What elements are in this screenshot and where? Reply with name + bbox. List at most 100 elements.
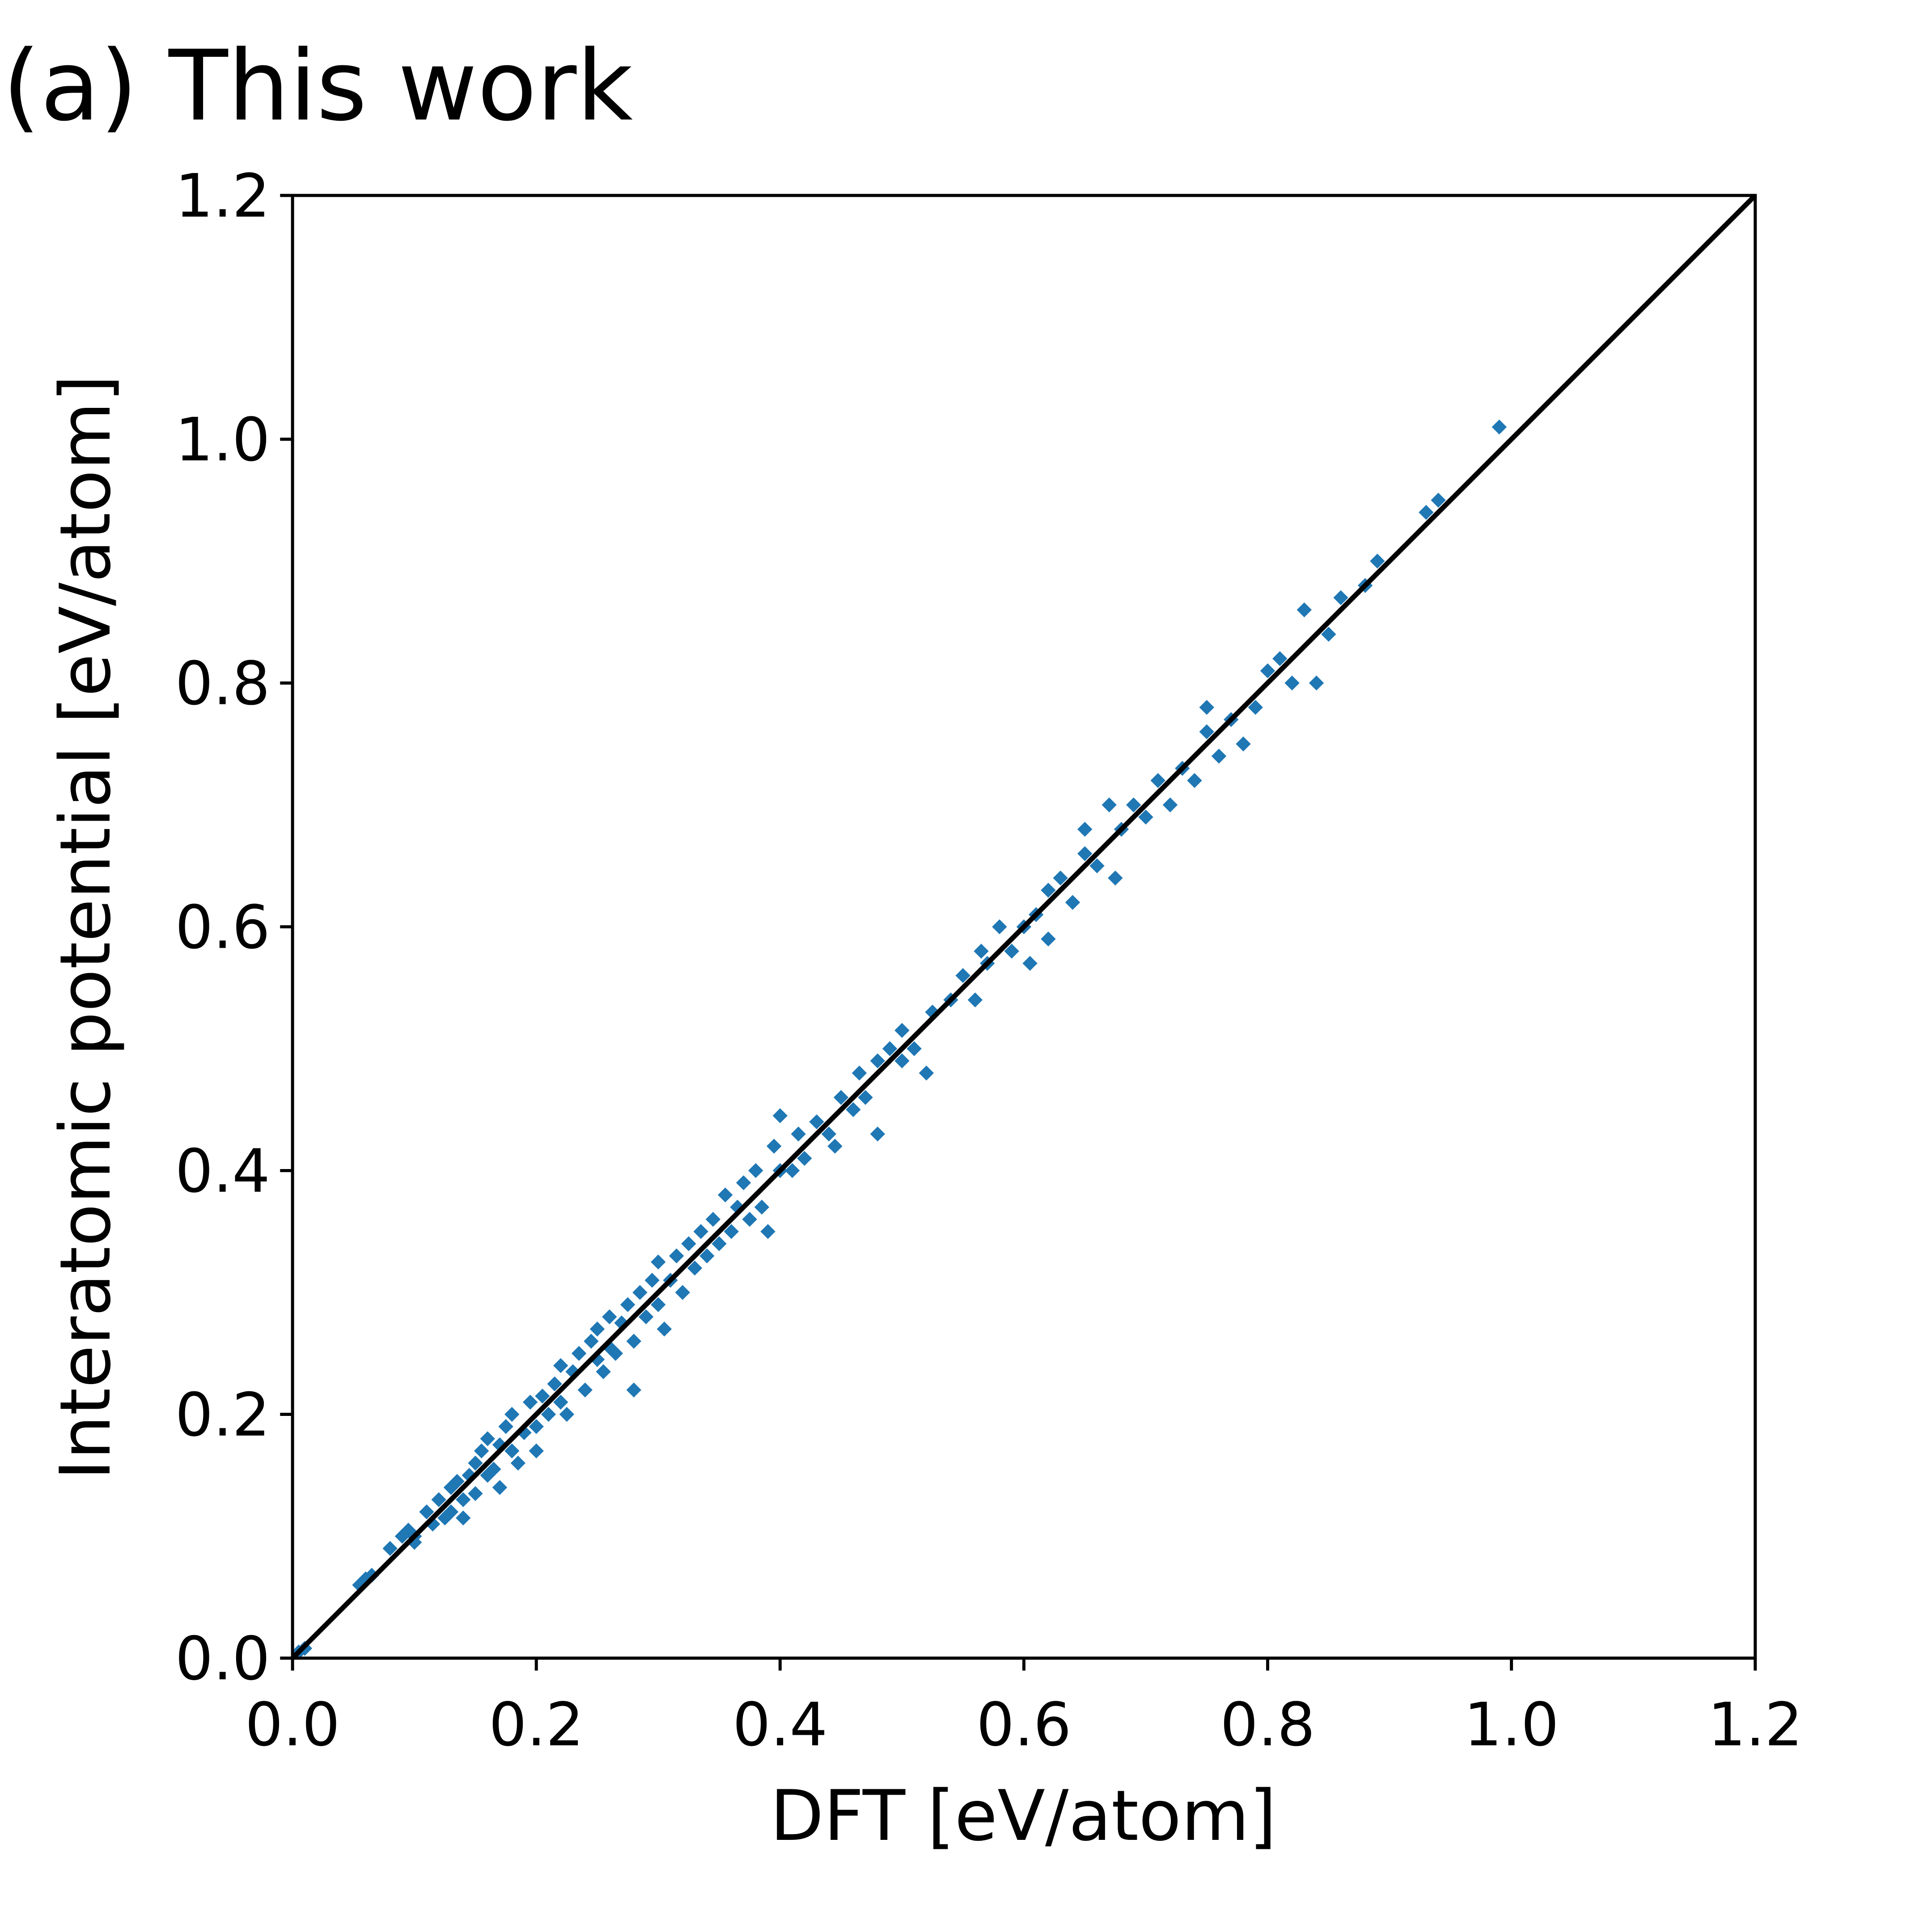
scatter-point [1260, 663, 1275, 678]
y-tick-label: 1.2 [175, 161, 270, 231]
scatter-point [760, 1224, 775, 1239]
scatter-point [1126, 797, 1141, 813]
scatter-point [1284, 675, 1300, 691]
scatter-point [681, 1236, 696, 1251]
scatter-point [992, 919, 1007, 935]
scatter-point [736, 1175, 751, 1191]
y-tick-label: 0.4 [175, 1136, 270, 1206]
scatter-point [449, 1474, 465, 1489]
scatter-point [510, 1455, 526, 1471]
scatter-point [1077, 822, 1093, 837]
scatter-point [882, 1041, 898, 1056]
scatter-point [1022, 956, 1038, 971]
scatter-point [474, 1443, 489, 1458]
scatter-point [925, 1004, 940, 1020]
x-tick-label: 0.4 [733, 1690, 827, 1759]
scatter-point [571, 1346, 587, 1361]
scatter-point [638, 1309, 654, 1325]
scatter-point [498, 1419, 513, 1434]
scatter-point [522, 1394, 538, 1410]
x-tick-label: 0.6 [976, 1690, 1071, 1759]
scatter-point [1296, 602, 1312, 618]
scatter-point [547, 1376, 562, 1392]
scatter-point [919, 1065, 934, 1081]
scatter-point [1248, 700, 1263, 715]
scatter-point [870, 1053, 886, 1068]
scatter-point [1108, 870, 1123, 886]
scatter-point [1187, 773, 1202, 788]
scatter-point [504, 1407, 520, 1422]
scatter-point [754, 1199, 770, 1215]
identity-line [291, 194, 1757, 1660]
scatter-point [1211, 749, 1227, 764]
scatter-point [827, 1139, 843, 1154]
chart-title: (a) This work [3, 30, 633, 143]
scatter-point [1053, 870, 1068, 886]
scatter-point [852, 1065, 867, 1081]
scatter-point [1321, 627, 1336, 642]
scatter-point [559, 1407, 575, 1422]
scatter-point [894, 1053, 910, 1068]
scatter-point [455, 1492, 471, 1508]
plot-area [291, 194, 1757, 1660]
scatter-point [1102, 797, 1117, 813]
scatter-point [821, 1126, 837, 1142]
y-tick-label: 1.0 [175, 405, 270, 475]
scatter-point [699, 1248, 715, 1263]
scatter-point [1419, 504, 1434, 520]
y-tick-label: 0.2 [175, 1380, 270, 1450]
scatter-point [455, 1510, 471, 1525]
scatter-point [577, 1382, 593, 1398]
scatter-point [468, 1455, 483, 1471]
scatter-point [1162, 797, 1178, 813]
y-tick-label: 0.6 [175, 893, 270, 962]
plot-frame [291, 194, 1757, 1660]
scatter-point [748, 1163, 763, 1178]
scatter-point [626, 1334, 641, 1349]
y-axis-label: Interatomic potential [eV/atom] [45, 375, 126, 1480]
scatter-point [742, 1212, 757, 1227]
scatter-point [1089, 858, 1105, 873]
scatter-point [858, 1090, 873, 1105]
scatter-point [651, 1254, 666, 1270]
scatter-point [364, 1568, 379, 1583]
scatter-point [589, 1322, 605, 1337]
scatter-point [529, 1443, 544, 1458]
scatter-point [1041, 931, 1056, 947]
x-tick-label: 1.2 [1708, 1690, 1803, 1759]
scatter-point [907, 1041, 922, 1056]
scatter-point [431, 1492, 446, 1508]
scatter-point [712, 1236, 727, 1251]
scatter-point [833, 1090, 849, 1105]
scatter-point [468, 1486, 483, 1501]
scatter-point [797, 1151, 812, 1166]
scatter-point [1041, 882, 1056, 898]
scatter-point [480, 1431, 495, 1446]
x-tick-label: 0.2 [489, 1690, 584, 1759]
scatter-point [1138, 809, 1153, 825]
scatter-point [693, 1224, 708, 1239]
scatter-point [724, 1224, 739, 1239]
scatter-point [419, 1504, 434, 1520]
x-tick-label: 1.0 [1464, 1690, 1559, 1759]
x-tick-label: 0.0 [245, 1690, 340, 1759]
scatter-point [717, 1187, 733, 1203]
scatter-point [767, 1139, 782, 1154]
y-tick-label: 0.8 [175, 649, 270, 719]
scatter-point [626, 1382, 641, 1398]
scatter-point [1199, 700, 1214, 715]
scatter-point [1077, 846, 1093, 861]
x-axis-label: DFT [eV/atom] [770, 1775, 1276, 1856]
scatter-point [1491, 419, 1507, 435]
scatter-point [553, 1358, 568, 1373]
scatter-point [620, 1297, 636, 1312]
scatter-point [669, 1248, 684, 1263]
scatter-point [967, 992, 983, 1008]
scatter-point [535, 1388, 550, 1404]
scatter-point [1309, 675, 1324, 691]
scatter-point [1272, 651, 1288, 666]
scatter-point [382, 1541, 398, 1556]
scatter-point [809, 1114, 824, 1130]
